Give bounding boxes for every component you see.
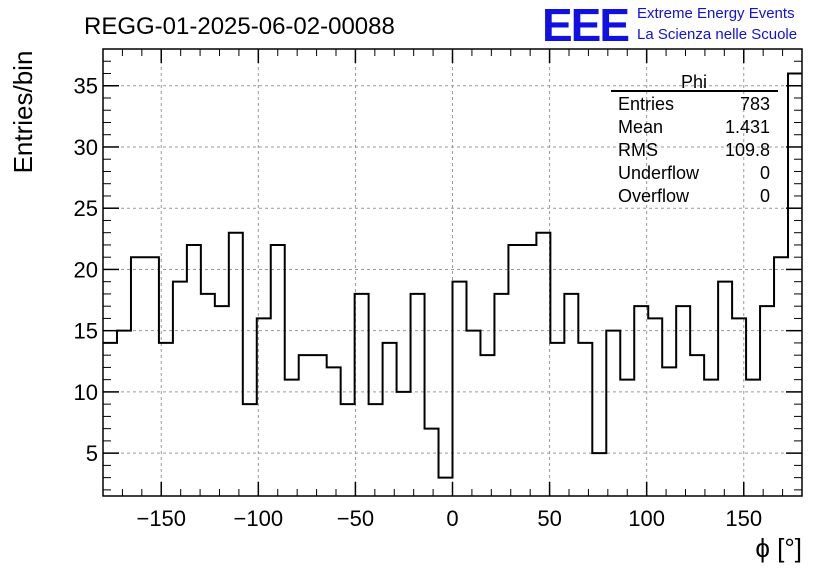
stats-box: Phi Entries 783 Mean 1.431 RMS 109.8 Und… (611, 72, 778, 206)
y-axis-title: Entries/bin (8, 51, 38, 174)
y-tick-label: 5 (86, 441, 98, 466)
stats-value-entries: 783 (740, 94, 770, 114)
stats-label-rms: RMS (618, 140, 658, 160)
x-tick-label: −150 (136, 506, 186, 531)
x-tick-label: −50 (337, 506, 374, 531)
x-tick-label: 150 (725, 506, 762, 531)
x-tick-label: 0 (446, 506, 458, 531)
x-tick-label: −100 (234, 506, 284, 531)
stats-label-entries: Entries (618, 94, 674, 114)
y-tick-label: 25 (74, 196, 98, 221)
logo-line-2: La Scienza nelle Scuole (637, 26, 797, 43)
stats-value-mean: 1.431 (725, 117, 770, 137)
y-tick-label: 20 (74, 257, 98, 282)
tick-labels: −150 −100 −50 0 50 100 150 5 10 15 20 25 30 35 (74, 74, 763, 531)
y-tick-label: 10 (74, 380, 98, 405)
stats-value-overflow: 0 (760, 186, 770, 206)
chart-title: REGG-01-2025-06-02-00088 (84, 13, 395, 40)
stats-label-overflow: Overflow (618, 186, 690, 206)
stats-value-rms: 109.8 (725, 140, 770, 160)
y-tick-label: 30 (74, 135, 98, 160)
stats-value-underflow: 0 (760, 163, 770, 183)
x-tick-label: 100 (628, 506, 665, 531)
logo-mark: EEE (542, 0, 628, 51)
logo-line-1: Extreme Energy Events (637, 5, 795, 22)
axis-ticks (103, 49, 802, 496)
x-axis-title: ϕ [°] (755, 533, 802, 563)
stats-label-mean: Mean (618, 117, 663, 137)
stats-title: Phi (681, 72, 707, 92)
y-tick-label: 15 (74, 319, 98, 344)
stats-label-underflow: Underflow (618, 163, 700, 183)
y-tick-label: 35 (74, 74, 98, 99)
histogram-line (103, 72, 802, 479)
x-tick-label: 50 (537, 506, 561, 531)
eee-logo: EEE Extreme Energy Events La Scienza nel… (542, 0, 797, 51)
